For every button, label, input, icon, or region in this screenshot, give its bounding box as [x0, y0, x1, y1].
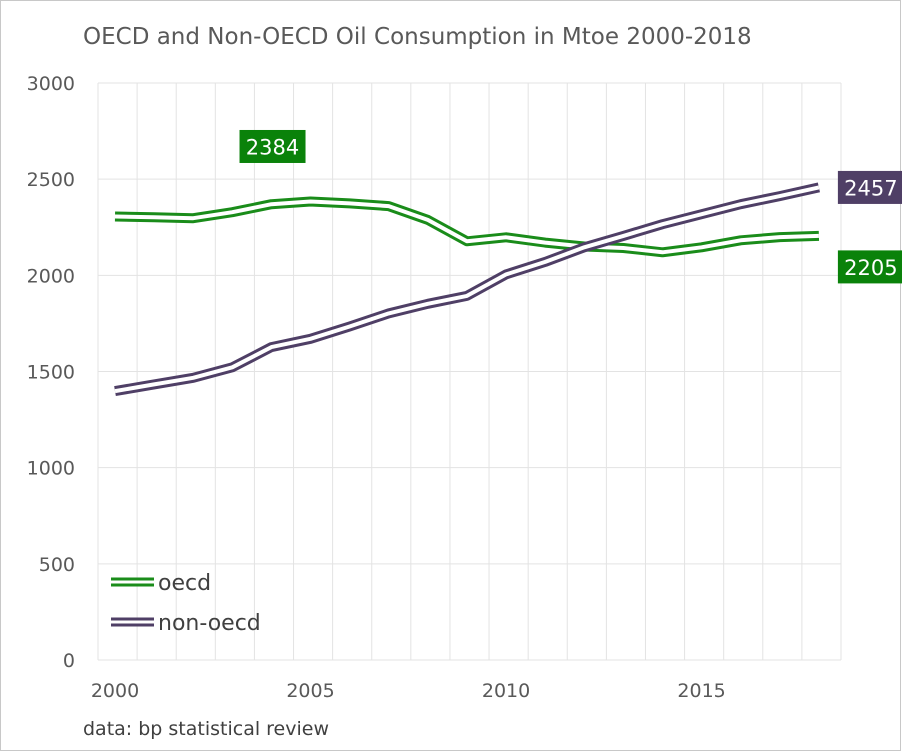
value-badge-2205: 2205: [837, 250, 902, 284]
x-tick-label: 2000: [91, 680, 139, 702]
y-tick-label: 0: [63, 650, 75, 672]
series-line-inner-oecd: [114, 199, 819, 255]
y-tick-label: 500: [39, 554, 75, 576]
value-badge-2384: 2384: [239, 129, 306, 163]
value-badge-label: 2205: [844, 256, 897, 280]
y-axis: 0 500 1000 1500 2000 2500 3000: [27, 73, 75, 672]
y-tick-label: 2500: [27, 169, 75, 191]
grid: [97, 82, 842, 661]
x-axis: 2000 2005 2010 2015: [91, 680, 726, 702]
value-badge-box: [239, 129, 306, 163]
chart-title: OECD and Non-OECD Oil Consumption in Mto…: [83, 24, 752, 50]
value-badge-2457: 2457: [837, 170, 902, 204]
y-tick-label: 2000: [27, 265, 75, 287]
value-badge-box: [837, 170, 902, 204]
legend-label-oecd: oecd: [158, 571, 211, 596]
legend-label-non-oecd: non-oecd: [158, 611, 261, 636]
legend: oecd non-oecd: [111, 571, 261, 636]
series-line-inner-non-oecd: [114, 185, 820, 394]
value-annotations: 2384 2457 2205: [239, 129, 902, 284]
value-badge-label: 2384: [246, 135, 299, 159]
y-tick-label: 1000: [27, 458, 75, 480]
y-tick-label: 1500: [27, 362, 75, 384]
y-tick-label: 3000: [27, 73, 75, 95]
value-badge-box: [837, 250, 902, 284]
x-tick-label: 2005: [286, 680, 334, 702]
x-tick-label: 2015: [677, 680, 725, 702]
source-note: data: bp statistical review: [83, 718, 329, 740]
series-lines: [114, 182, 820, 397]
value-badge-label: 2457: [844, 176, 897, 200]
x-tick-label: 2010: [482, 680, 530, 702]
